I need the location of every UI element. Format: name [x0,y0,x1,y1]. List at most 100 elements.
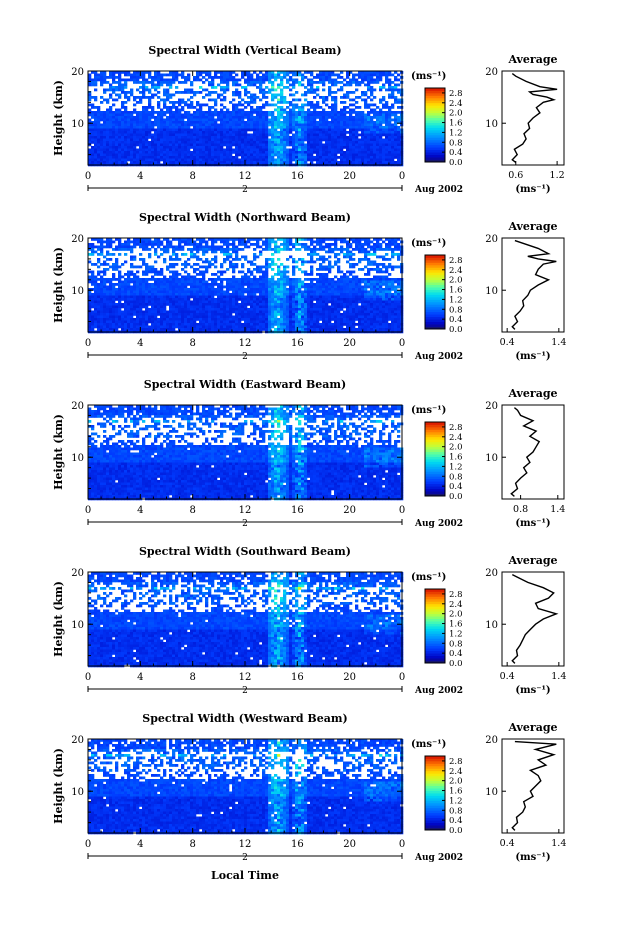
heatmap-cell [364,103,368,107]
heatmap-cell [211,238,215,241]
heatmap-cell [325,103,329,107]
heatmap-cell [121,248,125,251]
heatmap-cell [196,91,200,94]
heatmap-cell [334,146,338,149]
heatmap-cell [262,248,266,251]
heatmap-cell [127,238,131,241]
heatmap-cell [217,128,221,132]
heatmap-cell [181,238,185,241]
heatmap-cell [340,245,344,249]
heatmap-cell [91,278,95,281]
heatmap-cell [214,161,218,164]
heatmap-cell [256,285,260,289]
heatmap-cell [196,73,200,77]
heatmap-cell [253,280,257,284]
heatmap-cell [295,240,299,244]
heatmap-cell [181,245,185,249]
heatmap-cell [397,253,401,256]
heatmap-cell [205,123,209,127]
heatmap-cell [292,138,296,142]
heatmap-cell [256,128,260,132]
heatmap-cell [376,111,380,114]
heatmap-cell [247,280,251,284]
heatmap-cell [238,128,242,132]
heatmap-cell [178,131,182,134]
heatmap-cell [247,260,251,264]
heatmap-cell [121,290,125,294]
colorbar-tick-label: 2.4 [449,99,463,109]
heatmap-cell [280,288,284,291]
heatmap-cell [280,106,284,109]
heatmap-cell [274,88,278,92]
heatmap-cell [250,133,254,137]
heatmap-cell [256,96,260,99]
heatmap-cell [97,138,101,142]
heatmap-cell [100,280,104,284]
heatmap-cell [334,81,338,84]
heatmap-cell [247,148,251,152]
heatmap-cell [163,73,167,77]
heatmap-cell [343,280,347,284]
heatmap-cell [379,275,383,279]
heatmap-cell [235,81,239,84]
heatmap-cell [331,118,335,122]
heatmap-cell [178,243,182,246]
heatmap-cell [271,156,275,159]
heatmap-cell [160,76,164,79]
heatmap-cell [211,123,215,127]
heatmap-cell [196,255,200,259]
heatmap-cell [229,121,233,124]
heatmap-cell [178,143,182,147]
heatmap-cell [271,268,275,271]
heatmap-cell [271,151,275,154]
heatmap-cell [325,123,329,127]
heatmap-cell [133,265,137,269]
heatmap-cell [121,156,125,159]
heatmap-cell [148,248,152,251]
heatmap-cell [238,290,242,294]
heatmap-cell [385,148,389,152]
heatmap-cell [277,250,281,254]
heatmap-cell [355,133,359,137]
heatmap-cell [88,103,92,107]
heatmap-cell [325,146,329,149]
heatmap-cell [292,103,296,107]
heatmap-cell [391,81,395,84]
heatmap-cell [169,81,173,84]
heatmap-cell [382,103,386,107]
heatmap-cell [280,81,284,84]
heatmap-cell [382,143,386,147]
heatmap-cell [319,113,323,117]
heatmap-cell [391,128,395,132]
heatmap-cell [394,138,398,142]
heatmap-cell [133,143,137,147]
heatmap-cell [265,138,269,142]
heatmap-cell [388,151,392,154]
heatmap-cell [133,283,137,286]
heatmap-cell [226,250,230,254]
heatmap-cell [316,103,320,107]
heatmap-cell [145,121,149,124]
heatmap-cell [166,141,170,144]
heatmap-cell [136,243,140,246]
heatmap-cell [160,248,164,251]
heatmap-cell [370,295,374,299]
heatmap-cell [307,118,311,122]
heatmap-cell [217,161,221,164]
heatmap-cell [301,143,305,147]
heatmap-cell [283,73,287,77]
heatmap-cell [121,113,125,117]
heatmap-cell [358,258,362,261]
heatmap-cell [340,88,344,92]
heatmap-cell [358,238,362,241]
heatmap-cell [163,248,167,251]
heatmap-cell [331,248,335,251]
heatmap-cell [91,106,95,109]
heatmap-cell [187,138,191,142]
heatmap-cell [286,138,290,142]
heatmap-cell [235,108,239,112]
heatmap-cell [112,285,116,289]
heatmap-cell [367,146,371,149]
heatmap-cell [220,111,224,114]
heatmap-cell [328,268,332,271]
